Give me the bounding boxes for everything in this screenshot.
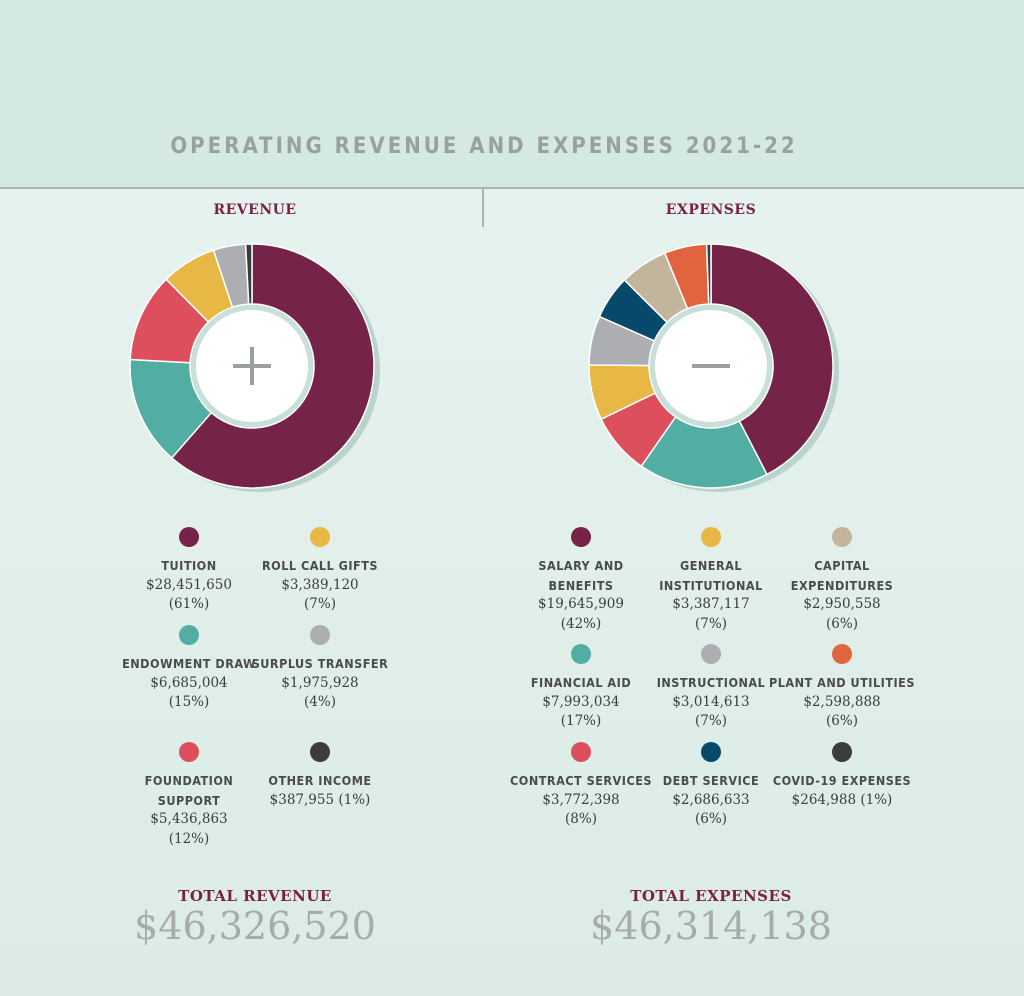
legend-swatch: [571, 742, 591, 762]
header-band: [0, 0, 1024, 188]
plus-icon: [233, 347, 271, 385]
legend-label: SURPLUS TRANSFER: [251, 656, 389, 671]
legend-value: $3,772,398: [542, 791, 620, 808]
legend-percent: (17%): [560, 713, 602, 730]
legend-item-endowment-draw: ENDOWMENT DRAW $6,685,004 (15%): [114, 625, 264, 713]
legend-percent: (6%): [826, 713, 858, 730]
legend-item-debt-service: DEBT SERVICE $2,686,633 (6%): [636, 742, 786, 830]
legend-percent: (4%): [304, 694, 336, 711]
donut-slice-tuition: [170, 243, 375, 489]
legend-item-instructional: INSTRUCTIONAL $3,014,613 (7%): [636, 644, 786, 732]
total-expenses-value: $46,314,138: [590, 904, 832, 948]
legend-value: $7,993,034: [542, 693, 620, 710]
legend-item-foundation-support: FOUNDATION SUPPORT $5,436,863 (12%): [114, 742, 264, 849]
legend-swatch: [310, 742, 330, 762]
legend-item-plant-and-utilities: PLANT AND UTILITIES $2,598,888 (6%): [767, 644, 917, 732]
legend-value: $28,451,650: [146, 576, 232, 593]
legend-swatch: [571, 644, 591, 664]
minus-icon: [692, 364, 730, 368]
legend-item-tuition: TUITION $28,451,650 (61%): [114, 527, 264, 615]
legend-value: $1,975,928: [281, 674, 359, 691]
donut-slice-salary-and-benefits: [710, 243, 834, 476]
legend-label: GENERAL INSTITUTIONAL: [659, 558, 763, 593]
legend-percent: (61%): [168, 596, 210, 613]
legend-item-capital-expenditures: CAPITAL EXPENDITURES $2,950,558 (6%): [767, 527, 917, 634]
legend-swatch: [179, 742, 199, 762]
legend-value: $3,387,117: [672, 596, 750, 613]
donut-slice-covid-19-expenses: [705, 243, 712, 305]
legend-value: $264,988 (1%): [791, 791, 893, 808]
page-title: OPERATING REVENUE AND EXPENSES 2021-22: [170, 134, 798, 159]
legend-label: SALARY AND BENEFITS: [538, 558, 624, 593]
legend-swatch: [832, 527, 852, 547]
legend-percent: (12%): [168, 830, 210, 847]
legend-value: $6,685,004: [150, 674, 228, 691]
legend-value: $3,014,613: [672, 693, 750, 710]
legend-label: CONTRACT SERVICES: [510, 773, 652, 788]
legend-label: ROLL CALL GIFTS: [261, 558, 379, 573]
legend-label: ENDOWMENT DRAW: [122, 656, 256, 671]
total-revenue-label: TOTAL REVENUE: [178, 887, 332, 905]
column-divider: [482, 189, 484, 227]
legend-label: DEBT SERVICE: [662, 773, 760, 788]
legend-swatch: [701, 742, 721, 762]
legend-swatch: [832, 644, 852, 664]
legend-percent: (7%): [695, 713, 727, 730]
legend-percent: (15%): [168, 694, 210, 711]
legend-swatch: [571, 527, 591, 547]
legend-swatch: [179, 625, 199, 645]
legend-percent: (7%): [304, 596, 336, 613]
revenue-donut-chart: [129, 243, 380, 492]
legend-label: PLANT AND UTILITIES: [769, 675, 915, 690]
legend-swatch: [310, 625, 330, 645]
legend-label: FOUNDATION SUPPORT: [144, 773, 234, 808]
legend-label: COVID-19 EXPENSES: [772, 773, 912, 788]
legend-value: $387,955 (1%): [269, 791, 371, 808]
legend-item-salary-and-benefits: SALARY AND BENEFITS $19,645,909 (42%): [506, 527, 656, 634]
legend-label: CAPITAL EXPENDITURES: [790, 558, 894, 593]
legend-value: $5,436,863: [150, 811, 228, 828]
legend-percent: (8%): [565, 811, 597, 828]
legend-label: INSTRUCTIONAL: [656, 675, 766, 690]
total-revenue-value: $46,326,520: [134, 904, 376, 948]
legend-item-financial-aid: FINANCIAL AID $7,993,034 (17%): [506, 644, 656, 732]
legend-item-surplus-transfer: SURPLUS TRANSFER $1,975,928 (4%): [245, 625, 395, 713]
total-expenses-label: TOTAL EXPENSES: [630, 887, 792, 905]
legend-item-roll-call-gifts: ROLL CALL GIFTS $3,389,120 (7%): [245, 527, 395, 615]
legend-swatch: [179, 527, 199, 547]
legend-item-contract-services: CONTRACT SERVICES $3,772,398 (8%): [506, 742, 656, 830]
legend-swatch: [701, 644, 721, 664]
donut-slice-other-income: [244, 243, 253, 305]
expenses-donut-chart: [588, 243, 839, 492]
legend-value: $19,645,909: [538, 596, 624, 613]
legend-label: TUITION: [161, 558, 217, 573]
legend-value: $2,686,633: [672, 791, 750, 808]
legend-percent: (6%): [826, 615, 858, 632]
expenses-heading: EXPENSES: [665, 202, 757, 218]
legend-label: FINANCIAL AID: [530, 675, 632, 690]
legend-value: $3,389,120: [281, 576, 359, 593]
legend-swatch: [310, 527, 330, 547]
legend-item-covid-19-expenses: COVID-19 EXPENSES $264,988 (1%): [767, 742, 917, 810]
legend-percent: (7%): [695, 615, 727, 632]
legend-item-general-institutional: GENERAL INSTITUTIONAL $3,387,117 (7%): [636, 527, 786, 634]
legend-value: $2,950,558: [803, 596, 881, 613]
legend-swatch: [701, 527, 721, 547]
header-divider: [0, 187, 1024, 189]
legend-swatch: [832, 742, 852, 762]
legend-percent: (6%): [695, 811, 727, 828]
legend-value: $2,598,888: [803, 693, 881, 710]
revenue-heading: REVENUE: [213, 202, 297, 218]
legend-percent: (42%): [560, 615, 602, 632]
legend-label: OTHER INCOME: [268, 773, 372, 788]
legend-item-other-income: OTHER INCOME $387,955 (1%): [245, 742, 395, 810]
